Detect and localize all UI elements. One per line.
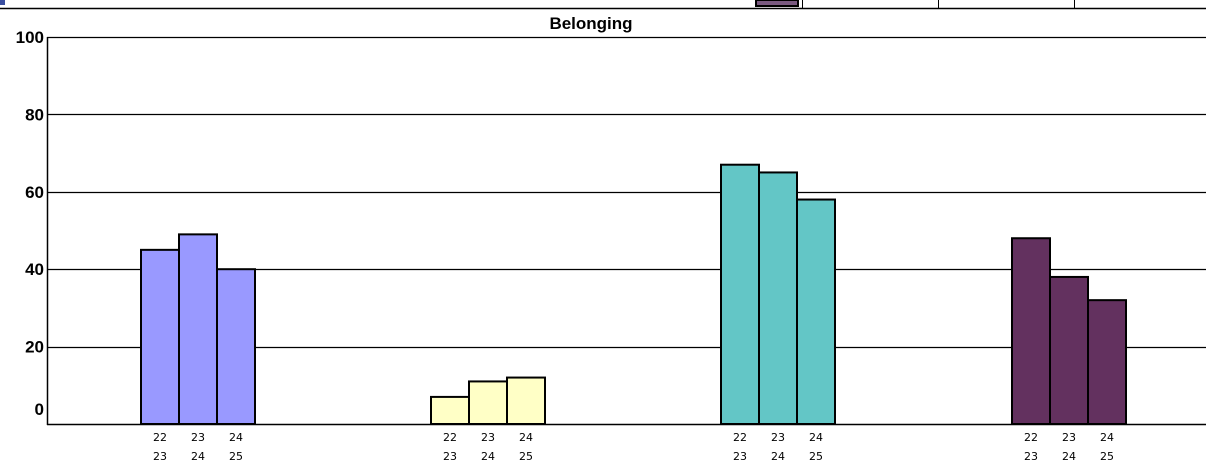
x-tick-label: 23 (771, 431, 785, 444)
x-tick-label: 24 (191, 450, 205, 463)
legend-swatch (755, 0, 799, 7)
bar (1087, 299, 1127, 425)
x-tick-label: 24 (519, 431, 533, 444)
x-tick-label: 23 (153, 450, 167, 463)
x-tick-label: 25 (519, 450, 533, 463)
x-tick-label: 22 (153, 431, 167, 444)
bar (430, 395, 470, 426)
x-tick-label: 22 (733, 431, 747, 444)
x-tick-label: 25 (809, 450, 823, 463)
bars (140, 163, 1127, 426)
y-tick-label: 100 (16, 28, 44, 47)
x-tick-label: 23 (733, 450, 747, 463)
x-tick-label: 24 (481, 450, 495, 463)
bar (720, 163, 760, 426)
chart-title: Belonging (549, 14, 632, 33)
x-tick-label: 23 (443, 450, 457, 463)
header-left-mark (0, 0, 5, 5)
bar (506, 376, 546, 425)
x-tick-label: 23 (481, 431, 495, 444)
x-axis-labels: 22 23 23 24 24 25 22 23 23 24 24 25 22 23 23 24 24 25 22 23… (153, 431, 1114, 463)
y-tick-label: 80 (25, 105, 44, 124)
bar (1049, 275, 1089, 425)
y-tick-label: 40 (25, 260, 44, 279)
bar (140, 248, 180, 425)
x-tick-label: 25 (229, 450, 243, 463)
bar (1011, 237, 1051, 425)
x-tick-label: 24 (1062, 450, 1076, 463)
x-tick-label: 22 (443, 431, 457, 444)
x-tick-label: 23 (191, 431, 205, 444)
header-strip (0, 0, 1206, 10)
bar (468, 380, 508, 425)
x-tick-label: 24 (1100, 431, 1114, 444)
y-tick-label: 60 (25, 183, 44, 202)
bar (758, 171, 798, 425)
y-tick-label: 20 (25, 338, 44, 357)
x-tick-label: 24 (809, 431, 823, 444)
bar (796, 198, 836, 425)
x-tick-label: 23 (1062, 431, 1076, 444)
bar (216, 268, 256, 426)
bar (178, 233, 218, 425)
x-tick-label: 25 (1100, 450, 1114, 463)
y-tick-label: 0 (35, 400, 44, 419)
x-tick-label: 24 (229, 431, 243, 444)
y-axis-ticks: 0 20 40 60 80 100 (16, 28, 44, 419)
x-tick-label: 22 (1024, 431, 1038, 444)
x-tick-label: 24 (771, 450, 785, 463)
x-tick-label: 23 (1024, 450, 1038, 463)
